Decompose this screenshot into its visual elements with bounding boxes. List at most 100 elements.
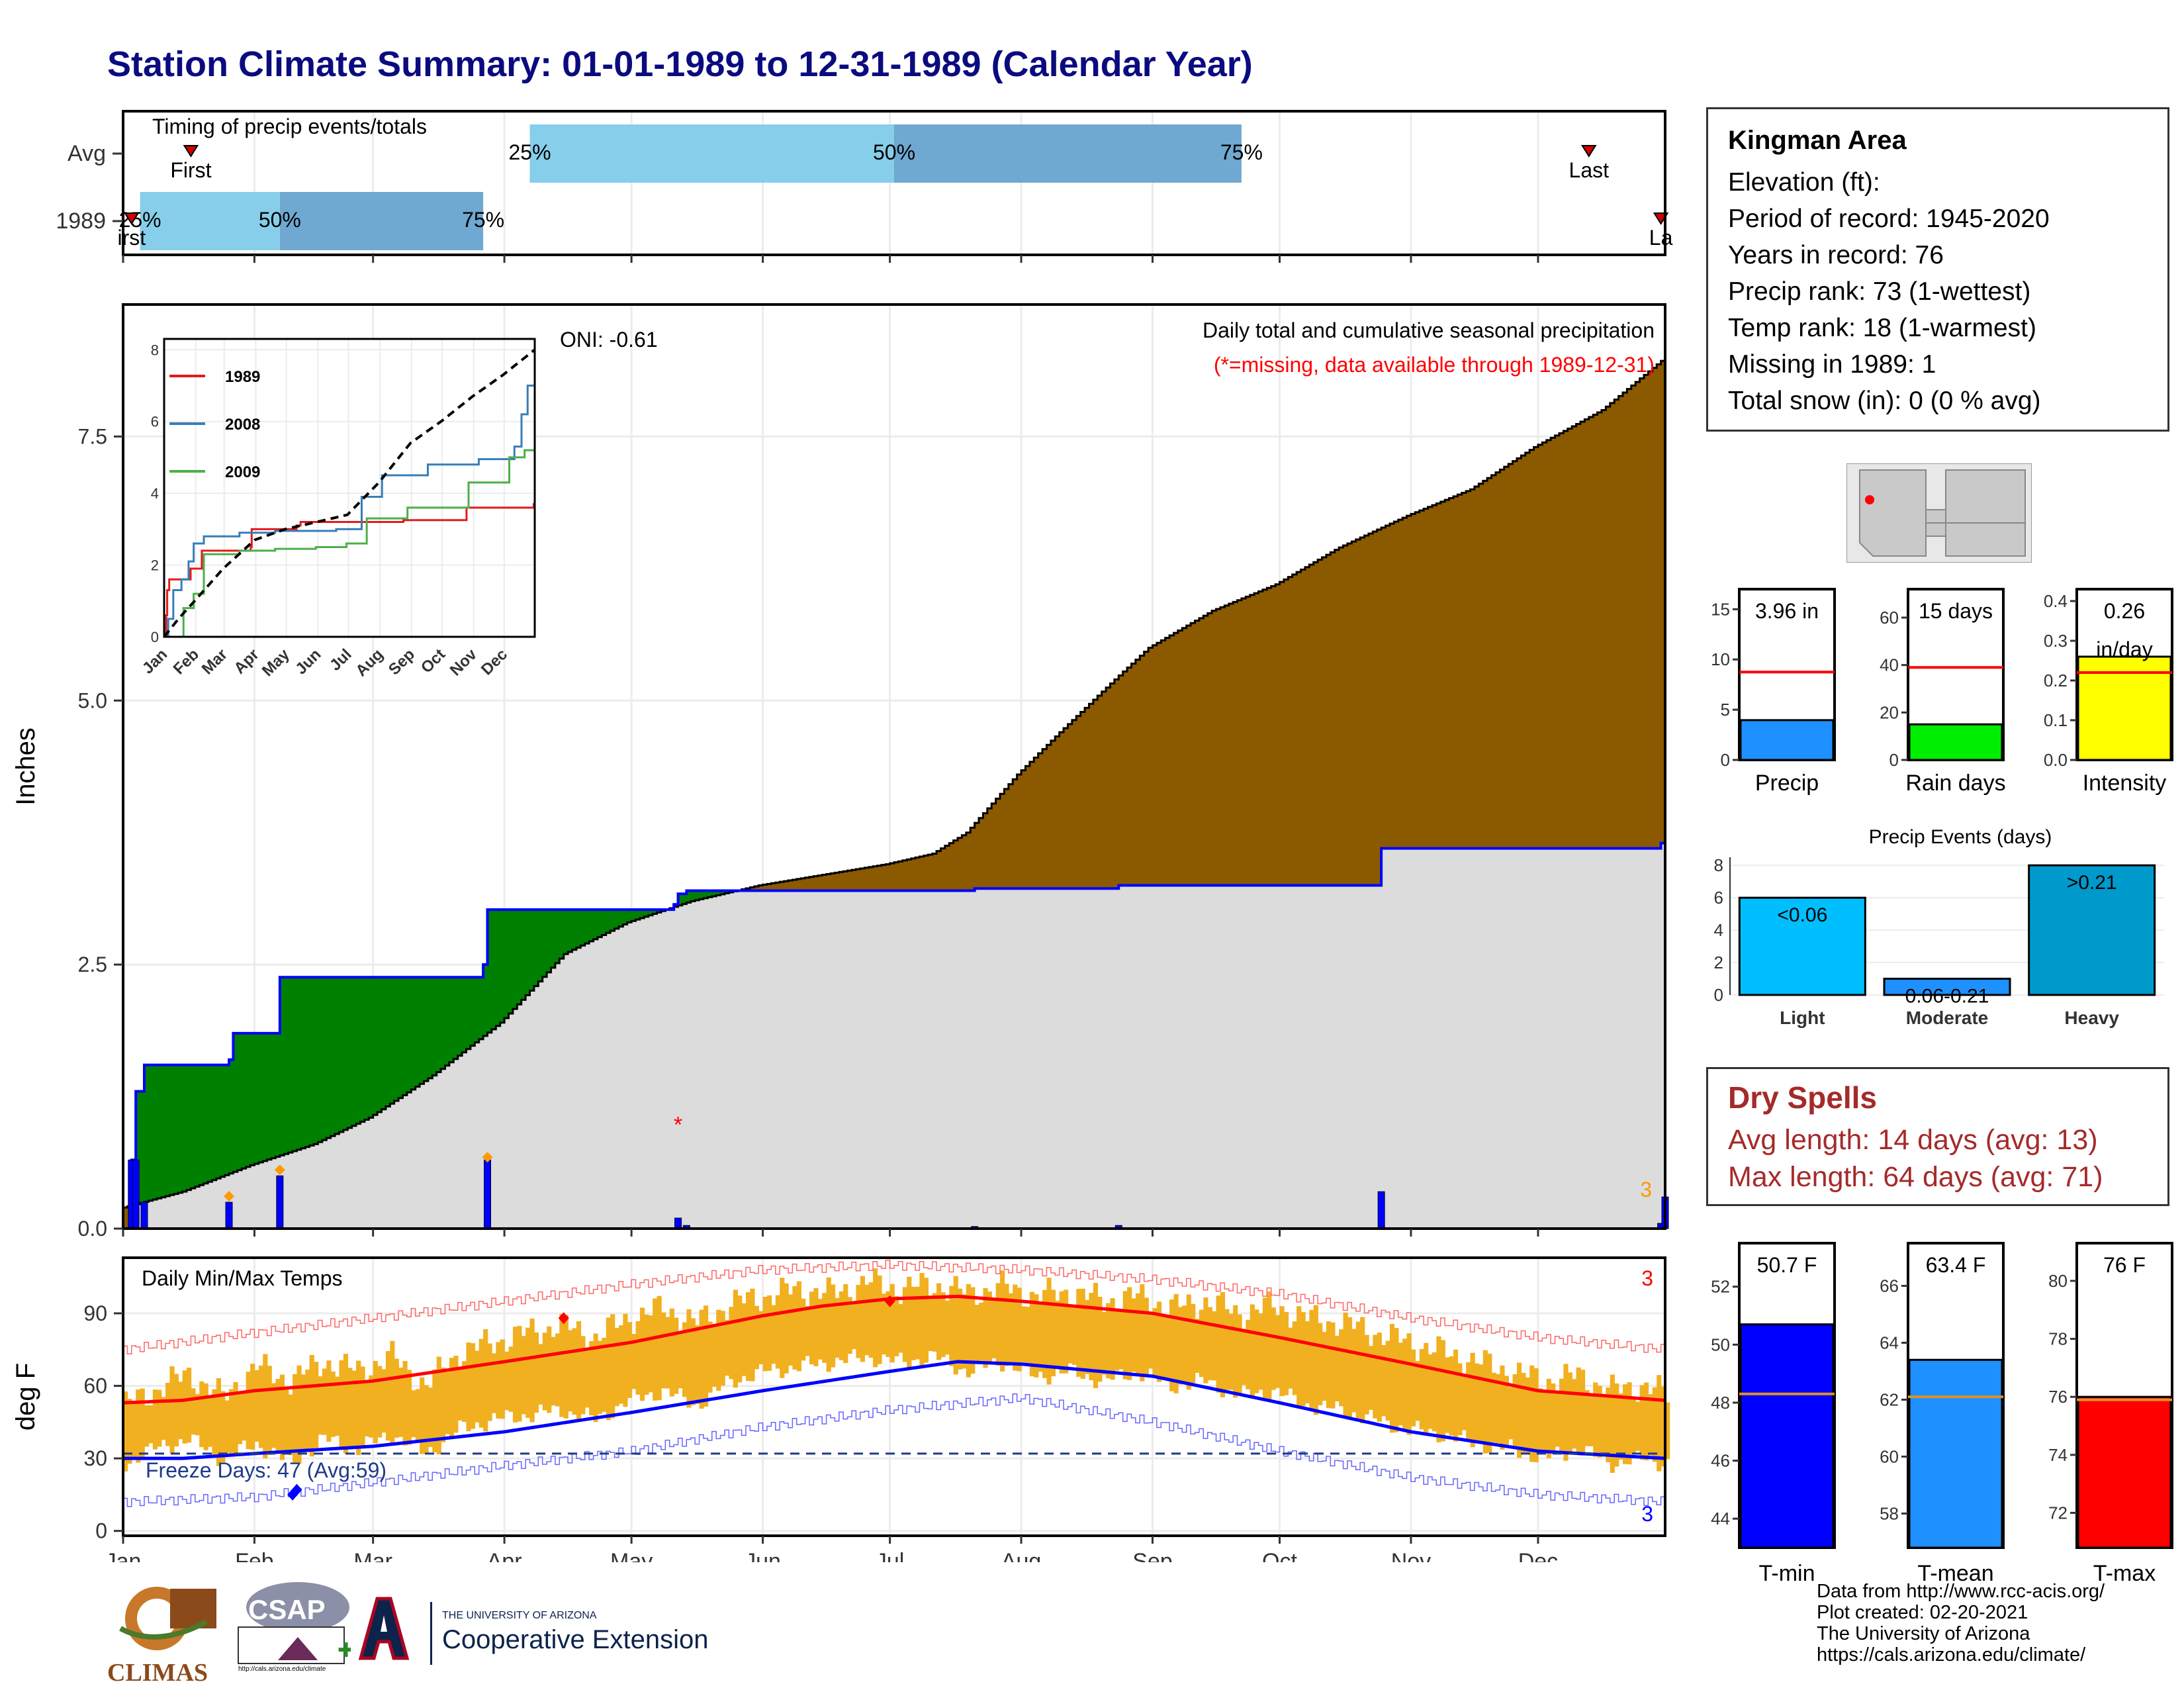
below-fill — [563, 954, 569, 1229]
deficit-fill — [1071, 720, 1077, 889]
daily-temp-bar — [618, 1325, 624, 1404]
daily-temp-bar — [1093, 1282, 1099, 1389]
daily-temp-bar — [555, 1333, 561, 1407]
daily-temp-bar — [411, 1390, 416, 1437]
daily-temp-bar — [475, 1350, 480, 1423]
below-fill — [780, 890, 785, 1229]
below-fill — [1495, 848, 1500, 1229]
deficit-fill — [1233, 602, 1238, 886]
below-fill — [851, 890, 856, 1229]
avg-tmax-line — [122, 1294, 1666, 1405]
surplus-fill — [369, 977, 374, 1118]
deficit-fill — [1622, 392, 1627, 849]
below-fill — [1360, 885, 1365, 1229]
surplus-fill — [343, 977, 348, 1130]
record-low-line — [123, 1393, 1666, 1507]
below-fill — [1593, 848, 1598, 1229]
deficit-fill — [1013, 779, 1018, 889]
below-fill — [1542, 848, 1547, 1229]
daily-temp-bar — [347, 1368, 353, 1447]
daily-temp-bar — [1461, 1374, 1467, 1430]
below-fill — [466, 1049, 471, 1229]
daily-temp-bar — [406, 1370, 412, 1445]
daily-temp-bar — [872, 1268, 878, 1368]
below-fill — [369, 1117, 374, 1229]
daily-temp-bar — [674, 1317, 679, 1394]
deficit-fill — [809, 876, 814, 891]
below-fill — [1106, 888, 1111, 1229]
dry-spells-max: Max length: 64 days (avg: 71) — [1728, 1161, 2103, 1193]
below-fill — [157, 1198, 162, 1229]
below-fill — [208, 1182, 213, 1229]
daily-temp-bar — [1127, 1287, 1132, 1380]
daily-temp-bar — [1283, 1312, 1289, 1395]
daily-temp-bar — [1152, 1308, 1158, 1376]
deficit-fill — [775, 882, 780, 891]
below-fill — [233, 1172, 238, 1229]
below-fill — [487, 1032, 492, 1229]
below-fill — [529, 990, 535, 1229]
inset-series-1989 — [164, 493, 536, 638]
below-fill — [165, 1196, 171, 1229]
daily-temp-bar — [915, 1286, 921, 1360]
daily-temp-bar — [1224, 1309, 1230, 1390]
deficit-fill — [974, 823, 979, 889]
surplus-fill — [555, 910, 560, 964]
deficit-fill — [1631, 385, 1636, 849]
below-fill — [788, 890, 793, 1229]
event-diamond — [274, 1164, 285, 1176]
deficit-fill — [1639, 378, 1645, 849]
mini-y-tick-label: 76 — [2048, 1387, 2068, 1407]
below-fill — [1504, 848, 1509, 1229]
daily-temp-bar — [385, 1351, 391, 1441]
below-fill — [847, 890, 852, 1229]
below-fill — [1330, 885, 1336, 1229]
daily-temp-bar — [381, 1369, 387, 1433]
surplus-fill — [364, 977, 369, 1120]
below-fill — [1292, 885, 1297, 1229]
daily-temp-bar — [496, 1342, 501, 1419]
deficit-fill — [1093, 700, 1098, 889]
daily-temp-bar — [597, 1340, 603, 1414]
below-fill — [343, 1129, 348, 1229]
deficit-fill — [1410, 514, 1416, 849]
daily-temp-bar — [606, 1317, 611, 1421]
precip-chart-title: Daily total and cumulative seasonal prec… — [1203, 318, 1655, 342]
below-fill — [860, 890, 865, 1229]
surplus-fill — [707, 890, 713, 898]
deficit-fill — [1050, 740, 1056, 889]
deficit-fill — [1127, 667, 1132, 886]
below-fill — [1339, 885, 1344, 1229]
daily-temp-bar — [1071, 1305, 1077, 1365]
below-fill — [1584, 848, 1590, 1229]
daily-temp-bar — [1339, 1329, 1344, 1407]
daily-temp-bar — [792, 1286, 797, 1370]
daily-temp-bar — [1428, 1354, 1433, 1429]
daily-temp-bar — [250, 1364, 255, 1450]
daily-temp-bar — [1542, 1391, 1547, 1452]
daily-temp-bar — [1237, 1314, 1242, 1395]
surplus-fill — [229, 1059, 234, 1174]
below-fill — [674, 906, 679, 1229]
deficit-fill — [1627, 389, 1632, 849]
daily-temp-bar — [1360, 1317, 1365, 1424]
below-fill — [1071, 888, 1077, 1229]
precip-y-tick-label: 2.5 — [78, 953, 107, 976]
deficit-fill — [1064, 728, 1069, 889]
deficit-fill — [919, 856, 925, 891]
below-fill — [1297, 885, 1302, 1229]
deficit-fill — [1525, 452, 1530, 849]
surplus-fill — [432, 977, 437, 1076]
month-axis-label: May — [610, 1549, 653, 1562]
month-axis-label: Sep — [1132, 1549, 1173, 1562]
below-fill — [1127, 885, 1132, 1229]
below-fill — [1461, 848, 1467, 1229]
surplus-fill — [330, 977, 336, 1137]
deficit-fill — [1135, 659, 1140, 886]
daily-temp-bar — [136, 1389, 141, 1463]
surplus-fill — [500, 910, 505, 1023]
daily-temp-bar — [953, 1276, 958, 1375]
deficit-fill — [1419, 510, 1424, 849]
below-fill — [500, 1022, 505, 1229]
deficit-fill — [991, 803, 997, 889]
